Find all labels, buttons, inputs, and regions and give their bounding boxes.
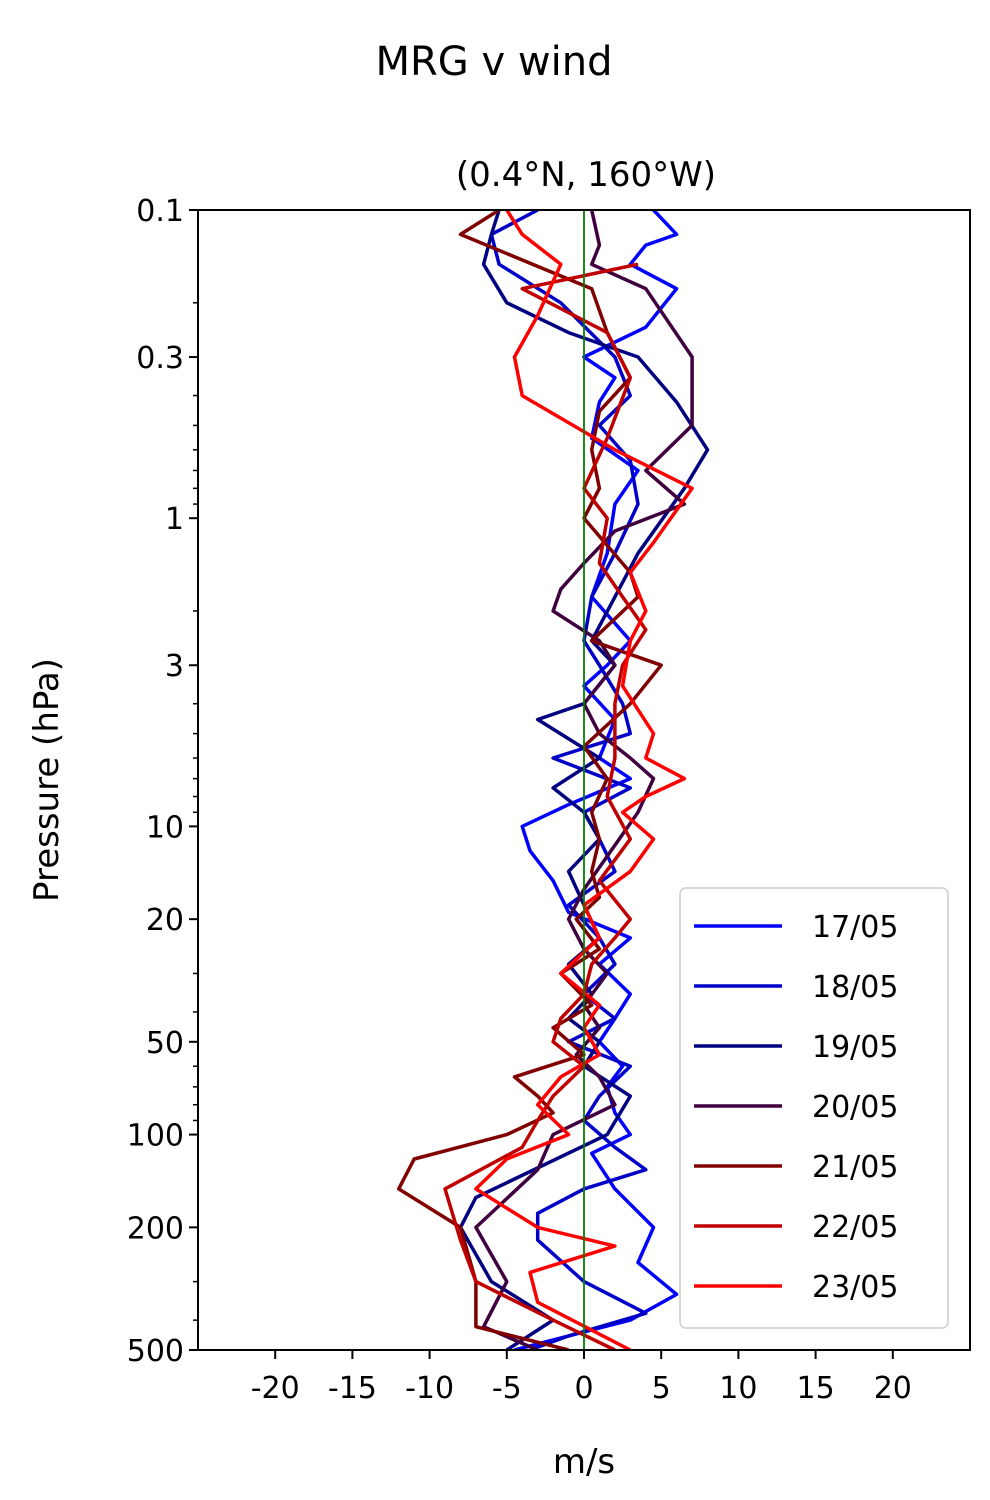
- x-tick-label: 5: [652, 1371, 671, 1406]
- plot-frame: [197, 209, 971, 1351]
- y-tick-label: 50: [146, 1026, 184, 1061]
- y-tick-label: 10: [146, 810, 184, 845]
- series-line-21-05: [396, 210, 663, 1350]
- plot-lines: [396, 210, 710, 1350]
- legend: 17/05 18/05 19/05 20/05 21/05 22/05 23/05: [679, 887, 949, 1329]
- chart-title: (0.4°N, 160°W): [456, 155, 716, 195]
- x-tick-label: 20: [874, 1371, 912, 1406]
- y-tick-label: 20: [146, 903, 184, 938]
- y-tick-label: 0.1: [136, 194, 184, 229]
- y-tick-label: 500: [127, 1334, 184, 1369]
- x-axis-label: m/s: [553, 1442, 615, 1482]
- y-tick-label: 100: [127, 1119, 184, 1154]
- x-tick-label: 0: [574, 1371, 593, 1406]
- legend-label: 18/05: [812, 970, 898, 1005]
- x-tick-label: -5: [492, 1371, 522, 1406]
- legend-label: 22/05: [812, 1210, 898, 1245]
- x-tick-label: -10: [405, 1371, 454, 1406]
- legend-label: 19/05: [812, 1030, 898, 1065]
- legend-label: 21/05: [812, 1150, 898, 1185]
- legend-label: 20/05: [812, 1090, 898, 1125]
- y-tick-label: 0.3: [136, 341, 184, 376]
- legend-label: 23/05: [812, 1270, 898, 1305]
- y-tick-label: 3: [165, 649, 184, 684]
- y-tick-label: 200: [127, 1211, 184, 1246]
- y-axis-ticks: 0.1 0.3 1 3 10 20 50 100 200 500: [127, 194, 198, 1369]
- x-tick-label: -15: [328, 1371, 377, 1406]
- y-tick-label: 1: [165, 502, 184, 537]
- series-line-23-05: [474, 210, 694, 1350]
- x-tick-label: -20: [251, 1371, 300, 1406]
- x-tick-label: 15: [797, 1371, 835, 1406]
- series-line-19-05: [458, 210, 710, 1350]
- legend-label: 17/05: [812, 910, 898, 945]
- chart-suptitle: MRG v wind: [376, 39, 613, 85]
- y-axis-label: Pressure (hPa): [27, 658, 67, 902]
- x-tick-label: 10: [719, 1371, 757, 1406]
- legend-box: [679, 887, 949, 1329]
- x-axis-ticks: -20 -15 -10 -5 0 5 10 15 20: [251, 1350, 912, 1406]
